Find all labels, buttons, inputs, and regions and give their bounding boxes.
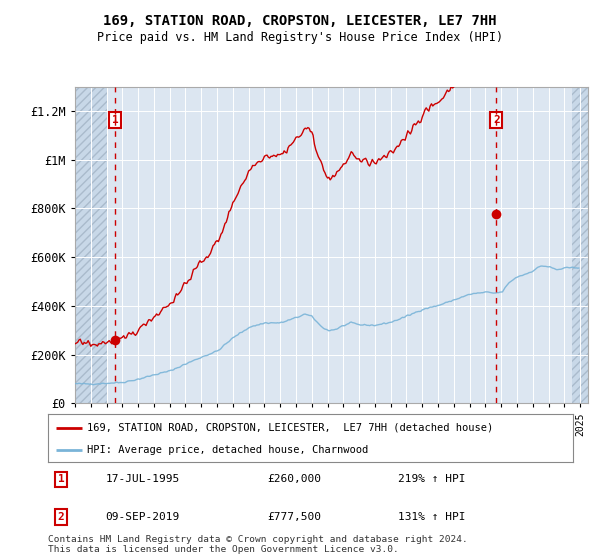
- Text: 1: 1: [112, 115, 118, 125]
- Text: 1: 1: [58, 474, 65, 484]
- Text: £260,000: £260,000: [268, 474, 322, 484]
- Text: £777,500: £777,500: [268, 512, 322, 522]
- Bar: [572, 87, 588, 403]
- Text: HPI: Average price, detached house, Charnwood: HPI: Average price, detached house, Char…: [88, 445, 368, 455]
- Text: 219% ↑ HPI: 219% ↑ HPI: [398, 474, 465, 484]
- Bar: [75, 87, 107, 403]
- Text: 09-SEP-2019: 09-SEP-2019: [106, 512, 179, 522]
- Text: Contains HM Land Registry data © Crown copyright and database right 2024.
This d: Contains HM Land Registry data © Crown c…: [48, 535, 468, 554]
- Text: 2: 2: [58, 512, 65, 522]
- Text: 2: 2: [493, 115, 500, 125]
- Text: 169, STATION ROAD, CROPSTON, LEICESTER, LE7 7HH: 169, STATION ROAD, CROPSTON, LEICESTER, …: [103, 14, 497, 28]
- Text: 169, STATION ROAD, CROPSTON, LEICESTER,  LE7 7HH (detached house): 169, STATION ROAD, CROPSTON, LEICESTER, …: [88, 423, 494, 433]
- Text: 131% ↑ HPI: 131% ↑ HPI: [398, 512, 465, 522]
- Text: Price paid vs. HM Land Registry's House Price Index (HPI): Price paid vs. HM Land Registry's House …: [97, 31, 503, 44]
- Text: 17-JUL-1995: 17-JUL-1995: [106, 474, 179, 484]
